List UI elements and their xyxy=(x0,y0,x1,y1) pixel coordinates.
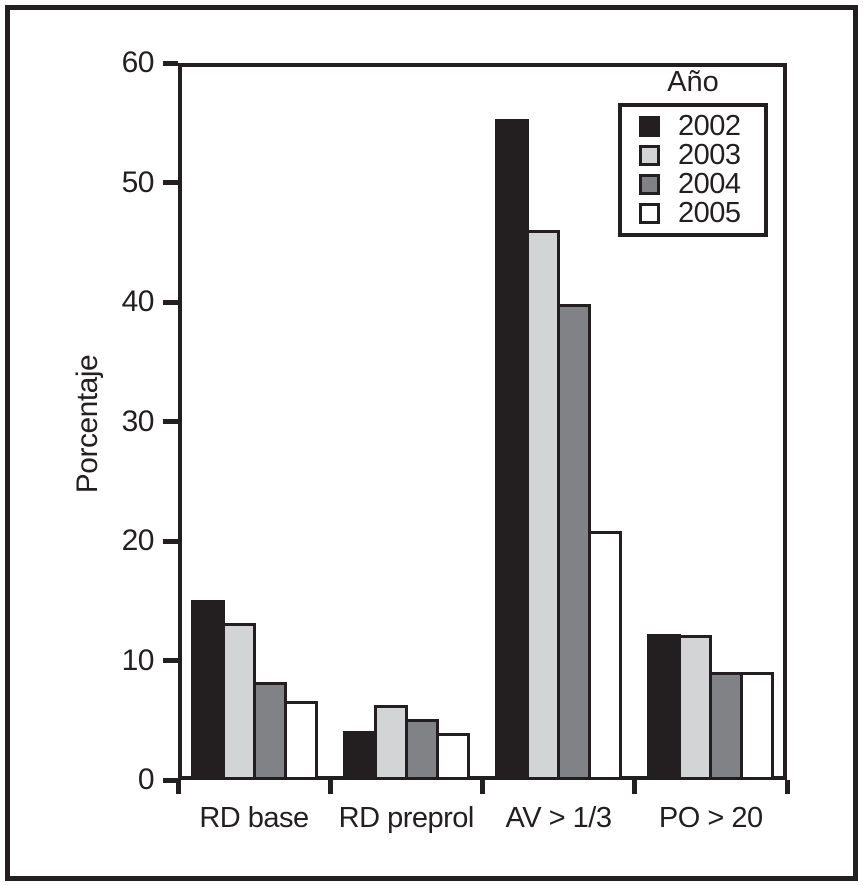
y-tick-label-10: 10 xyxy=(121,643,155,677)
x-category-label: RD preprol xyxy=(338,802,475,834)
x-tick-3 xyxy=(632,780,638,794)
y-tick-label-60: 60 xyxy=(121,46,155,79)
bar-2002-po-20 xyxy=(647,634,682,780)
x-tick-0 xyxy=(175,780,181,794)
legend-swatch-2003 xyxy=(639,145,660,166)
bar-2005-av-1-3 xyxy=(588,531,623,780)
y-tick-0 xyxy=(163,777,178,783)
bar-2005-rd-base xyxy=(283,701,318,780)
legend-label-2003: 2003 xyxy=(678,139,741,171)
x-category-label: AV > 1/3 xyxy=(505,802,612,834)
x-category-label: PO > 20 xyxy=(658,802,763,834)
bar-2002-av-1-3 xyxy=(495,119,530,780)
y-tick-label-30: 30 xyxy=(121,404,155,438)
x-tick-1 xyxy=(327,780,333,794)
y-tick-30 xyxy=(163,419,178,424)
bar-2003-rd-base xyxy=(221,623,256,780)
legend-label-2002: 2002 xyxy=(678,110,741,142)
legend-item-2005: 2005 xyxy=(639,199,764,228)
legend-label-2005: 2005 xyxy=(678,197,741,229)
y-tick-label-50: 50 xyxy=(121,165,155,199)
legend-swatch-2005 xyxy=(639,203,660,224)
legend-swatch-2002 xyxy=(639,116,660,137)
legend-item-2003: 2003 xyxy=(639,141,764,170)
legend-label-2004: 2004 xyxy=(678,168,741,200)
y-tick-label-20: 20 xyxy=(121,524,155,557)
x-category-label: RD base xyxy=(199,802,309,834)
plot-area xyxy=(178,63,787,780)
bar-2005-rd-preprol xyxy=(435,733,470,780)
y-tick-label-0: 0 xyxy=(137,763,155,796)
bar-2003-av-1-3 xyxy=(526,230,561,780)
legend-rows: 2002 2003 2004 2005 xyxy=(639,112,764,228)
y-tick-50 xyxy=(163,180,178,185)
y-tick-40 xyxy=(163,299,178,305)
bar-2005-po-20 xyxy=(740,672,775,780)
legend-swatch-2004 xyxy=(639,174,660,195)
bar-2004-rd-base xyxy=(252,682,287,780)
y-tick-10 xyxy=(163,658,178,663)
legend: 2002 2003 2004 2005 xyxy=(618,103,768,237)
figure-border xyxy=(5,5,858,881)
bar-2003-rd-preprol xyxy=(373,704,408,780)
bar-2003-po-20 xyxy=(678,635,713,780)
bar-2002-rd-base xyxy=(190,599,225,780)
y-tick-20 xyxy=(163,538,178,544)
x-tick-4 xyxy=(784,780,790,794)
legend-item-2004: 2004 xyxy=(639,170,764,199)
bar-2004-po-20 xyxy=(709,672,744,780)
y-tick-label-40: 40 xyxy=(121,285,155,318)
x-tick-2 xyxy=(480,780,485,794)
legend-item-2002: 2002 xyxy=(639,112,764,141)
bar-2004-rd-preprol xyxy=(404,719,439,780)
y-tick-60 xyxy=(163,60,178,66)
legend-title: Año xyxy=(667,66,719,98)
bar-2002-rd-preprol xyxy=(342,731,377,780)
bar-2004-av-1-3 xyxy=(557,304,592,780)
